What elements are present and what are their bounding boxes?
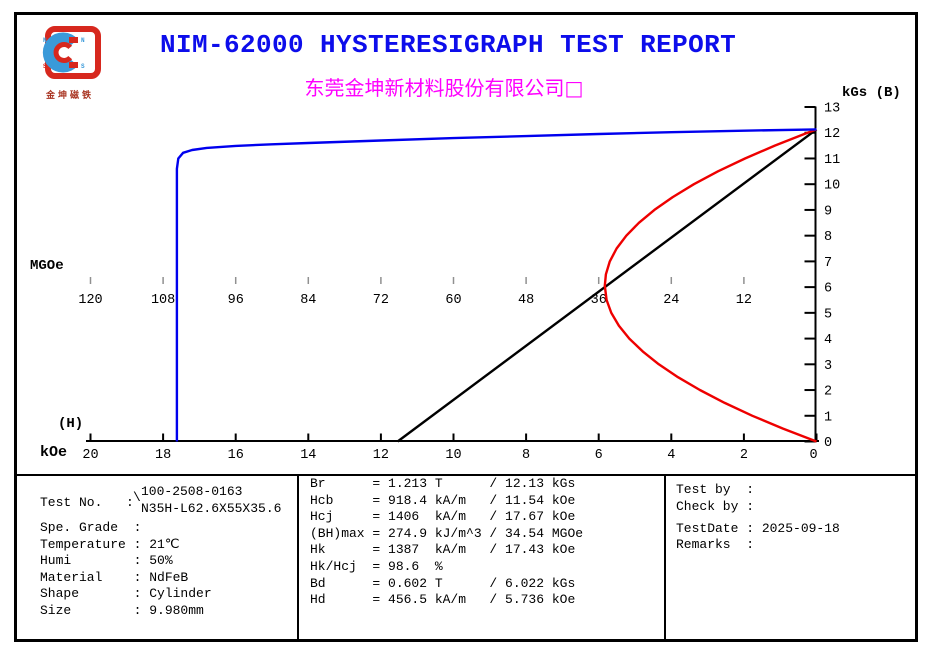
j-h-intrinsic-demagnetization-curve	[175, 128, 817, 442]
info-panel-top-border	[17, 474, 915, 476]
result-row: Br = 1.213 T / 12.13 kGs	[310, 476, 576, 491]
b-axis-tick-label: 0	[824, 436, 832, 451]
b-axis-tick-label: 4	[824, 333, 832, 348]
h-axis-tick-label: 12	[373, 448, 389, 463]
logo-pole-tip-top	[69, 37, 78, 43]
logo-pole-letter: S	[81, 63, 85, 70]
page-border	[14, 12, 918, 642]
h-axis-tick-label: 8	[522, 448, 530, 463]
test-no-connector: \	[133, 490, 141, 505]
sample-info-row: Size : 9.980mm	[40, 602, 204, 618]
panel-divider	[297, 476, 299, 641]
b-axis-tick-label: 12	[824, 127, 840, 142]
b-axis-tick-label: 9	[824, 204, 832, 219]
signoff-row: Test by :	[676, 482, 762, 497]
panel-divider	[664, 476, 666, 641]
b-axis-tick-label: 10	[824, 179, 840, 194]
result-row: Hcb = 918.4 kA/m / 11.54 kOe	[310, 492, 576, 508]
h-axis-tick-label: 14	[300, 448, 316, 463]
b-axis-tick-label: 2	[824, 385, 832, 400]
sample-info-row: Shape : Cylinder	[40, 586, 212, 602]
bh-axis-tick-label: 48	[518, 293, 534, 308]
logo-pole-letter: N	[43, 37, 47, 44]
h-axis-tick-label: 20	[82, 448, 98, 463]
b-axis-tick-label: 1	[824, 410, 832, 425]
bh-axis-tick-label: 108	[151, 293, 175, 308]
b-axis-tick-label: 5	[824, 307, 832, 322]
bh-axis-tick-label: 72	[373, 293, 389, 308]
result-row: Hcj = 1406 kA/m / 17.67 kOe	[310, 509, 576, 525]
sample-info-row: Humi : 50%	[40, 553, 173, 569]
b-h-normal-demagnetization-line	[396, 128, 818, 443]
b-axis-tick-label: 7	[824, 256, 832, 271]
result-row: Hk/Hcj = 98.6 %	[310, 558, 443, 574]
bh-axis-tick-label: 60	[445, 293, 461, 308]
result-row: Hk = 1387 kA/m / 17.43 kOe	[310, 542, 576, 558]
bh-energy-product-curve	[603, 128, 817, 443]
signoff-row: TestDate : 2025-09-18	[676, 520, 840, 536]
b-axis-tick-label: 3	[824, 359, 832, 374]
h-axis-unit-label: kOe	[40, 444, 68, 461]
logo-pole-tip-bottom	[69, 62, 78, 68]
h-axis-tick-label: 2	[740, 448, 748, 463]
bh-axis-tick-label: 36	[591, 293, 607, 308]
bh-axis-tick-label: 96	[228, 293, 244, 308]
sample-info-row: Temperature : 21℃	[40, 536, 180, 552]
bh-axis-tick-label: 84	[300, 293, 316, 308]
sample-info-row: Material : NdFeB	[40, 569, 189, 585]
bh-axis-tick-label: 12	[736, 293, 752, 308]
logo-pole-letters: N S N S	[43, 37, 85, 70]
b-axis-tick-label: 13	[824, 102, 840, 117]
h-axis-tick-label: 4	[667, 448, 675, 463]
company-name: 东莞金坤新材料股份有限公司□	[304, 76, 584, 100]
sample-info-row: Spe. Grade :	[40, 520, 150, 535]
b-axis-tick-label: 6	[824, 282, 832, 297]
logo-magnet-inner-arc	[53, 42, 73, 63]
test-no-colon: :	[126, 495, 134, 510]
b-axis-tick-label: 8	[824, 230, 832, 245]
result-row: Bd = 0.602 T / 6.022 kGs	[310, 575, 576, 591]
logo-pole-letter: N	[81, 37, 85, 44]
page-title: NIM-62000 HYSTERESIGRAPH TEST REPORT	[160, 30, 737, 60]
test-grade-value: N35H-L62.6X55X35.6	[141, 501, 282, 516]
magnetic-results-table: Br = 1.213 T / 12.13 kGs Hcb = 918.4 kA/m…	[310, 476, 583, 609]
b-axis-tick-label: 11	[824, 153, 840, 168]
h-axis-tick-label: 16	[228, 448, 244, 463]
test-no-value: 100-2508-0163	[141, 484, 243, 499]
test-no-label: Test No.	[40, 495, 103, 510]
sample-info-table: Spe. Grade : Temperature : 21℃ Humi : 50%…	[40, 520, 212, 620]
bh-axis-tick-label: 120	[78, 293, 102, 308]
bh-axis-tick-label: 24	[663, 293, 679, 308]
signoff-row: Check by :	[676, 498, 762, 514]
h-axis-tick-label: 10	[445, 448, 461, 463]
h-axis-tick-label: 6	[595, 448, 603, 463]
b-axis-unit-label: kGs (B)	[842, 85, 901, 101]
bh-axis-unit-label: MGOe	[30, 258, 64, 274]
h-axis-tick-label: 0	[809, 448, 817, 463]
h-axis-tick-label: 18	[155, 448, 171, 463]
result-row: (BH)max = 274.9 kJ/m^3 / 34.54 MGOe	[310, 525, 584, 541]
logo-pole-letter: S	[43, 63, 47, 70]
company-logo: N S N S	[42, 26, 101, 79]
result-row: Hd = 456.5 kA/m / 5.736 kOe	[310, 592, 576, 608]
signoff-table: Test by : Check by : TestDate : 2025-09-…	[676, 482, 840, 554]
logo-caption: 金坤磁铁	[45, 91, 94, 101]
h-axis-name-label: (H)	[58, 416, 84, 432]
logo-magnet-outer-arc	[42, 32, 78, 73]
signoff-row: Remarks :	[676, 537, 762, 553]
